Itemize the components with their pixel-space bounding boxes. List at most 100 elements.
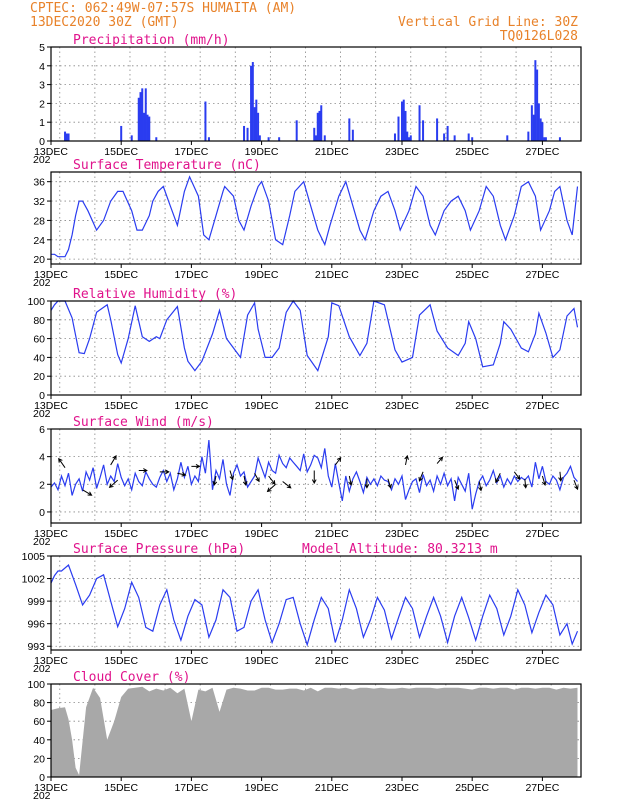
x-tick-label: 27DEC: [525, 528, 559, 540]
y-tick-label: 40: [33, 735, 45, 747]
x-tick-label: 21DEC: [315, 269, 349, 281]
wind-arrow: [229, 470, 235, 481]
panel-1: 0 1 2 3 4 5 13DEC 15DEC 17DEC 19DEC 21DEC 23DEC 25DE…: [33, 33, 582, 166]
precip-bar: [257, 112, 260, 141]
x-tick-label: 15DEC: [104, 782, 138, 794]
panel-title: Surface Wind (m/s): [73, 415, 214, 430]
wind-arrow: [558, 471, 563, 482]
x-tick-label: 19DEC: [245, 400, 279, 412]
x-tick-label: 19DEC: [245, 269, 279, 281]
precip-bar: [558, 137, 561, 141]
precip-bar: [313, 127, 316, 141]
precip-bar: [253, 107, 256, 141]
precip-bar: [534, 60, 537, 141]
y-tick-label: 1002: [22, 574, 46, 586]
y-tick-label: 999: [27, 596, 45, 608]
precip-bar: [397, 116, 400, 141]
panel-title: Precipitation (mm/h): [73, 33, 230, 48]
precip-bar: [422, 120, 425, 141]
precip-bar: [65, 133, 68, 141]
y-tick-label: 1005: [22, 551, 46, 563]
precip-bar: [278, 137, 281, 141]
y-tick-label: 60: [33, 334, 45, 346]
x-tick-label: 25DEC: [455, 528, 489, 540]
precip-bar: [243, 125, 246, 141]
wind-arrow: [191, 463, 201, 469]
precip-bar: [471, 137, 474, 141]
wind-arrow: [282, 481, 292, 489]
precip-bar: [393, 133, 396, 141]
y-tick-label: 6: [39, 424, 45, 436]
x-tick-label: 19DEC: [245, 655, 279, 667]
series-line: [50, 563, 579, 647]
precip-bar: [255, 99, 258, 141]
x-tick-label: 19DEC: [245, 146, 279, 158]
precip-bar: [506, 135, 509, 141]
wind-arrow: [523, 478, 528, 489]
x-tick-label: 25DEC: [455, 146, 489, 158]
precip-bar: [315, 135, 317, 141]
precip-bar: [536, 69, 539, 141]
y-tick-label: 60: [33, 716, 45, 728]
precip-bar: [404, 110, 407, 141]
wind-arrow: [454, 479, 460, 491]
x-tick-label: 23DEC: [385, 528, 419, 540]
x-tick-label: 13DEC: [34, 269, 68, 281]
precip-bar: [155, 137, 158, 141]
precip-bar: [443, 133, 446, 141]
precip-bar: [543, 137, 546, 141]
x-tick-label: 13DEC: [34, 655, 68, 667]
header-date: 13DEC2020 30Z (GMT): [30, 15, 179, 30]
x-tick-label: 25DEC: [455, 782, 489, 794]
y-tick-label: 4: [39, 452, 45, 464]
precip-bar: [204, 101, 207, 141]
precip-bar: [146, 114, 149, 141]
wind-arrow: [110, 455, 117, 466]
precip-bar: [541, 122, 544, 141]
x-tick-label: 13DEC: [34, 146, 68, 158]
y-tick-label: 0: [39, 507, 45, 519]
wind-arrow: [212, 475, 218, 487]
precip-bar: [402, 99, 405, 141]
precip-bar: [251, 62, 254, 141]
plot-frame: [50, 171, 582, 265]
y-tick-label: 993: [27, 641, 45, 653]
panel-2: 20 24 28 32 36 13DEC 15DEC 17DEC 19DEC 21DEC 23DEC…: [33, 158, 582, 289]
wind-arrow: [138, 468, 148, 473]
precip-bar: [351, 129, 354, 141]
y-tick-label: 20: [33, 753, 45, 765]
y-tick-label: 20: [33, 254, 45, 266]
precip-bar: [532, 114, 535, 141]
precip-bar: [130, 135, 133, 141]
precip-bar: [453, 135, 456, 141]
y-tick-label: 28: [33, 215, 45, 227]
x-tick-label: 27DEC: [525, 655, 559, 667]
x-tick-label: 21DEC: [315, 528, 349, 540]
header-grid-line: Vertical Grid Line: 30Z: [398, 15, 578, 30]
y-tick-label: 2: [39, 98, 45, 110]
precip-bar: [143, 112, 146, 141]
precip-bar: [406, 131, 409, 141]
panel-5: 993 996 999 1002 1005 13DEC 15DEC 17DEC 19DEC 21D…: [22, 542, 582, 675]
wind-arrow: [541, 475, 547, 486]
precip-bar: [467, 133, 470, 141]
precip-bar: [320, 105, 323, 141]
precip-bar: [436, 118, 439, 141]
x-tick-label: 19DEC: [245, 782, 279, 794]
year-fragment: 202: [33, 536, 51, 548]
wind-arrow: [387, 478, 392, 489]
x-tick-label: 23DEC: [385, 146, 419, 158]
precip-bar: [544, 137, 547, 141]
precip-bar: [348, 118, 351, 141]
y-tick-label: 3: [39, 80, 45, 92]
header-model: TQ0126L028: [500, 29, 578, 44]
x-tick-label: 17DEC: [174, 528, 208, 540]
y-tick-label: 40: [33, 352, 45, 364]
x-tick-label: 25DEC: [455, 655, 489, 667]
y-tick-label: 0: [39, 390, 45, 402]
x-tick-label: 27DEC: [525, 269, 559, 281]
wind-arrow: [311, 470, 317, 485]
precip-bar: [323, 135, 326, 141]
x-tick-label: 27DEC: [525, 146, 559, 158]
precip-bar: [141, 88, 144, 141]
